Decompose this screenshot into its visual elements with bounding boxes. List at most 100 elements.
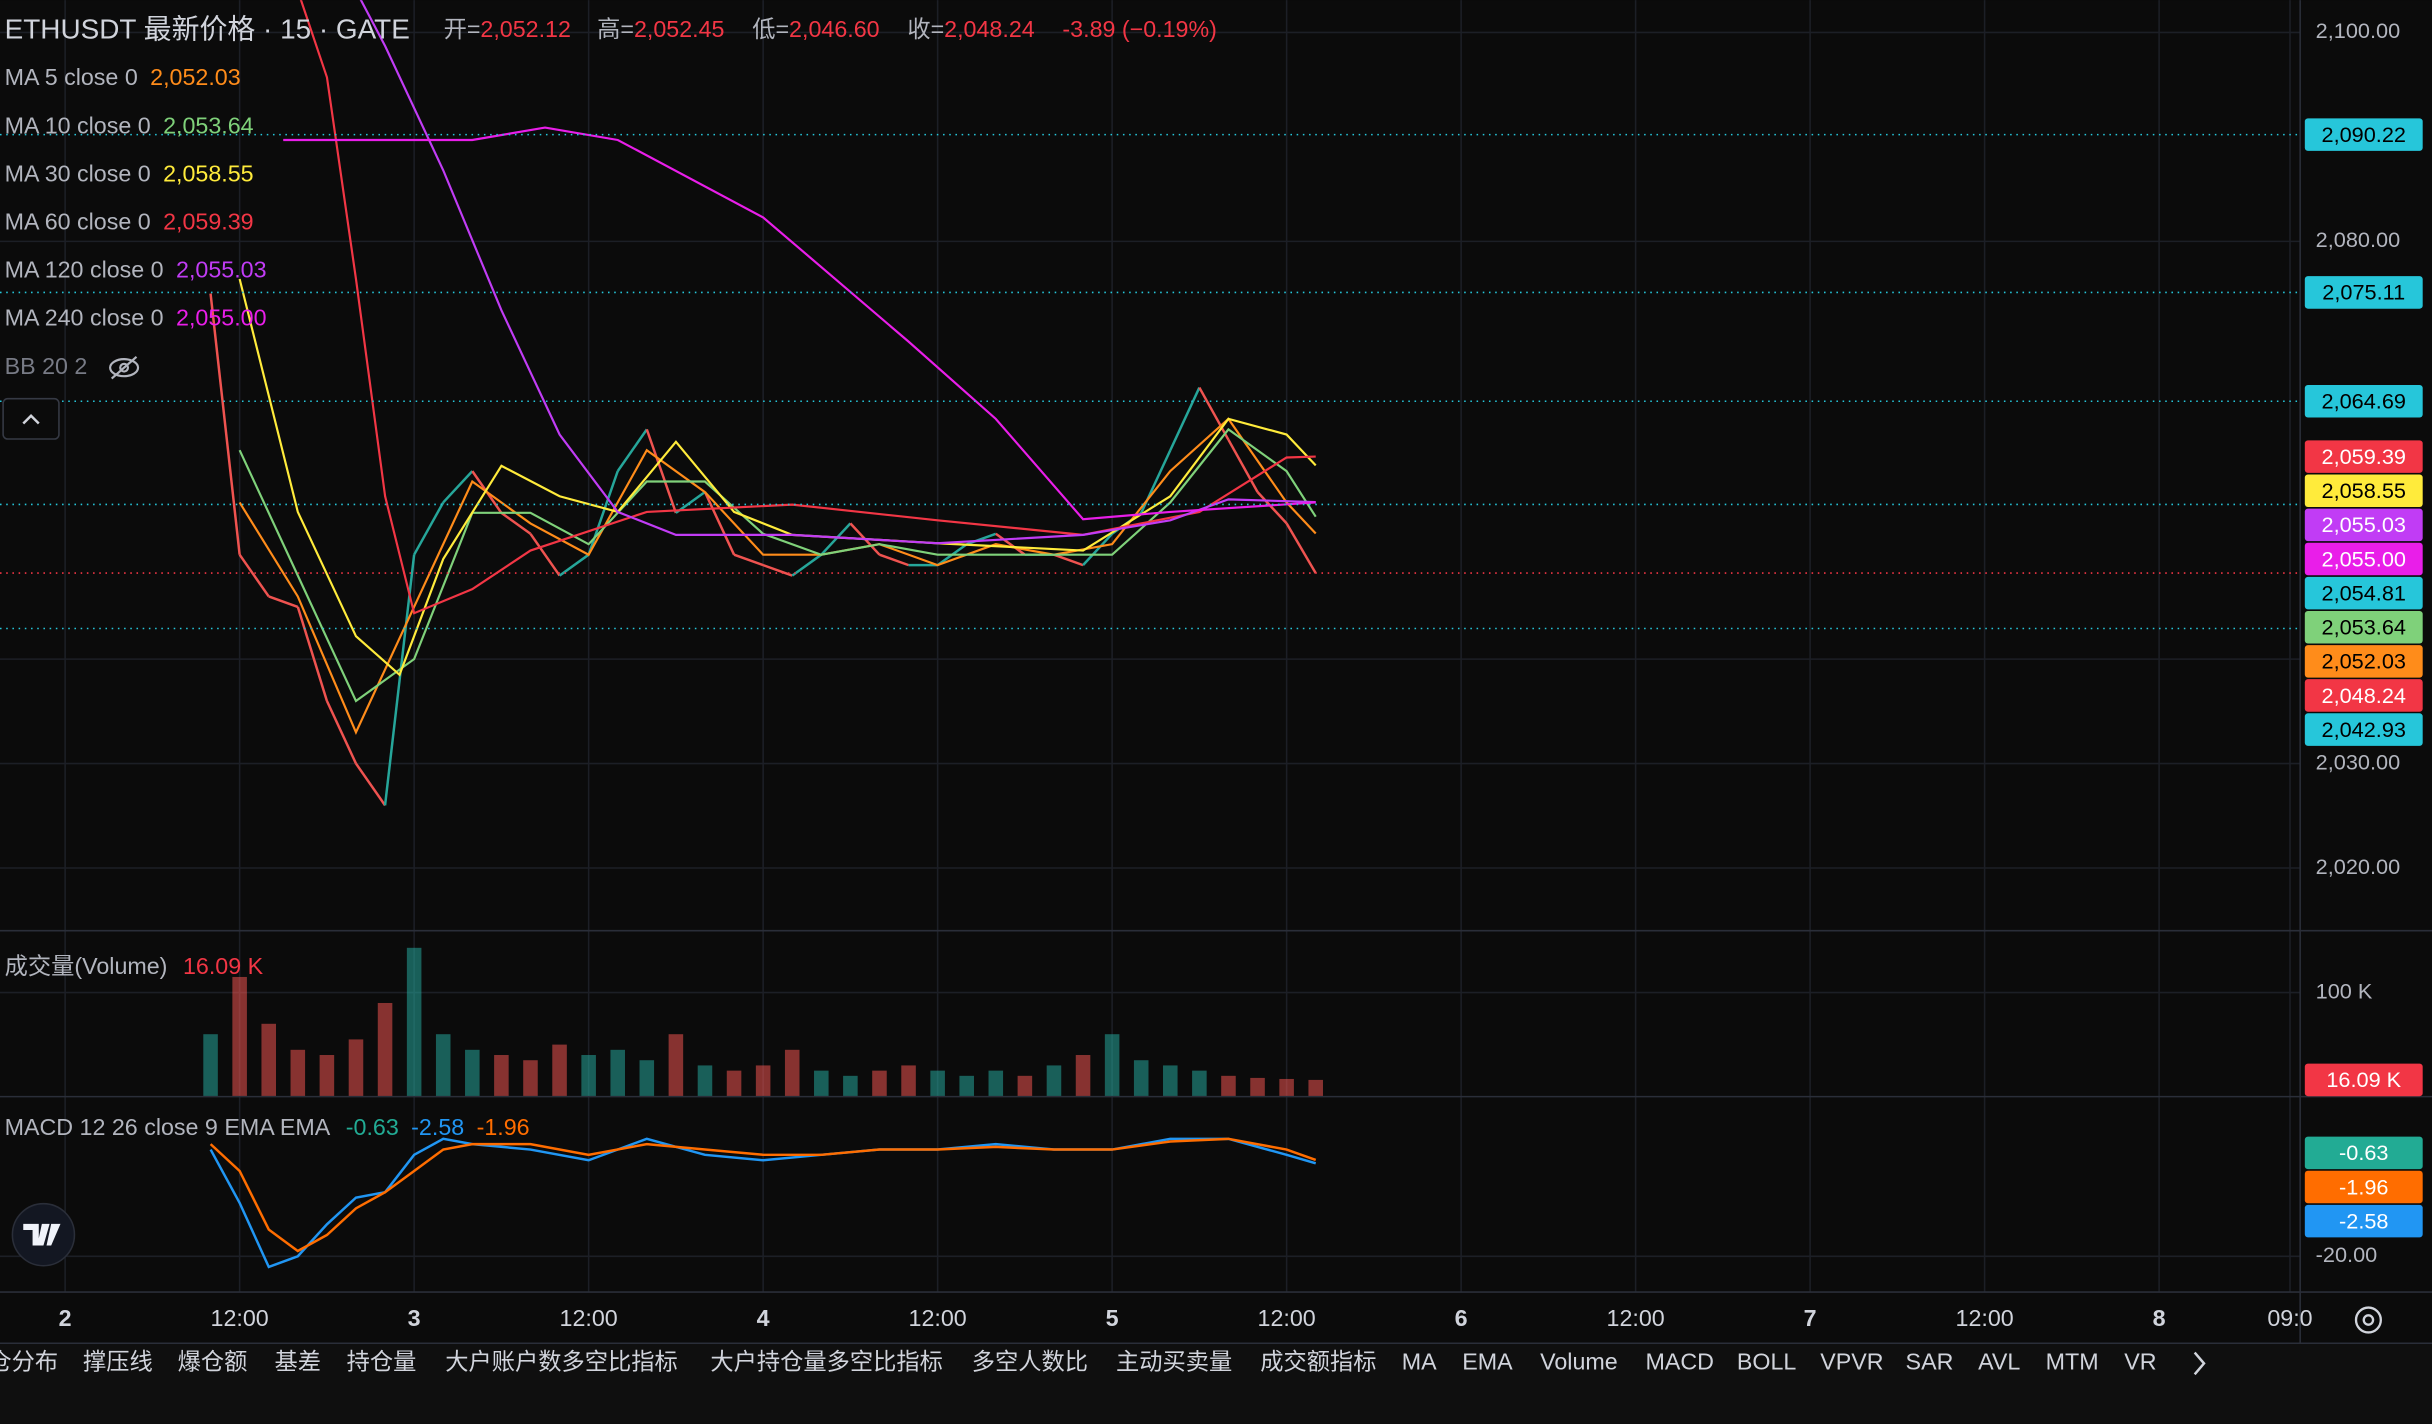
toolbar-item[interactable]: 主动买卖量 [1116, 1349, 1232, 1375]
volume-bar [1046, 1065, 1062, 1097]
volume-bar [697, 1065, 713, 1097]
collapse-button[interactable] [2, 397, 60, 440]
toolbar-item[interactable]: VPVR [1820, 1349, 1883, 1375]
toolbar-item[interactable]: Volume [1540, 1349, 1618, 1375]
toolbar-item[interactable]: 仓分布 [0, 1349, 58, 1375]
macd-name: MACD 12 26 close 9 EMA EMA [5, 1114, 331, 1140]
volume-bar [814, 1070, 829, 1097]
settings-icon[interactable] [2354, 1306, 2382, 1334]
x-tick-label: 2 [59, 1305, 72, 1331]
x-tick-label: 12:00 [909, 1305, 967, 1331]
price-badge [2304, 384, 2423, 418]
price-segment [1198, 386, 1230, 441]
x-tick-label: 12:00 [1258, 1305, 1316, 1331]
volume-bar [1075, 1055, 1091, 1097]
toolbar-item[interactable]: 多空人数比 [972, 1349, 1088, 1375]
ma-legend: MA 60 close 0 2,059.39 [5, 209, 254, 235]
toolbar-item[interactable]: 大户账户数多空比指标 [445, 1349, 678, 1375]
price-badge [2304, 645, 2423, 678]
volume-bar [1017, 1075, 1033, 1097]
toolbar-item[interactable]: AVL [1978, 1349, 2020, 1375]
low-value: 2,046.60 [789, 16, 880, 42]
price-segment [500, 511, 532, 535]
ma-value: 2,052.03 [150, 64, 241, 90]
ma-line [238, 417, 1317, 735]
macd-hist-value: -0.63 [346, 1114, 399, 1140]
toolbar-item[interactable]: VR [2124, 1349, 2156, 1375]
macd-legend: MACD 12 26 close 9 EMA EMA -0.63 -2.58 -1.9… [5, 1114, 530, 1140]
ma-legend: MA 30 close 0 2,058.55 [5, 160, 254, 186]
price-segment [733, 553, 764, 567]
price-segment [966, 532, 997, 546]
price-badge [2304, 276, 2423, 309]
volume-bar [406, 947, 422, 1097]
price-segment [587, 470, 619, 556]
price-badge-label: 2,053.64 [2322, 615, 2406, 640]
ma-line [359, 0, 1316, 545]
ma-legend: MA 240 close 0 2,055.00 [5, 305, 267, 331]
volume-bar [755, 1065, 771, 1097]
low-label: 低= [752, 16, 789, 42]
volume-bar [1308, 1079, 1323, 1097]
volume-bar [261, 1023, 276, 1097]
toolbar-more[interactable] [2193, 1351, 2206, 1376]
price-badge-label: 2,058.55 [2322, 478, 2406, 503]
toolbar-item[interactable]: MACD [1646, 1349, 1714, 1375]
price-badge [2304, 542, 2423, 576]
price-badge [2304, 440, 2423, 473]
toolbar-item[interactable]: SAR [1906, 1349, 1954, 1375]
y-tick-label: 2,020.00 [2316, 854, 2400, 879]
price-segment [268, 595, 299, 609]
volume-bar [1104, 1034, 1120, 1097]
price-segment [703, 491, 736, 556]
price-badge-label: 2,059.39 [2322, 444, 2406, 469]
toolbar-item[interactable]: 持仓量 [347, 1349, 417, 1375]
toolbar-item[interactable]: MA [1402, 1349, 1437, 1375]
price-segment [791, 553, 823, 577]
volume-bar [348, 1039, 364, 1097]
toolbar-item[interactable]: 成交额指标 [1260, 1349, 1376, 1375]
price-badge-label: -1.96 [2339, 1174, 2388, 1199]
volume-bar [668, 1034, 684, 1097]
volume-bar [1279, 1078, 1294, 1097]
x-tick-label: 6 [1455, 1305, 1468, 1331]
toolbar-item[interactable]: 大户持仓量多空比指标 [710, 1349, 943, 1375]
price-segment [558, 553, 590, 577]
price-segment [1082, 532, 1114, 566]
high-value: 2,052.45 [634, 16, 725, 42]
price-badge-label: 2,055.00 [2322, 546, 2406, 571]
volume-bar [435, 1034, 451, 1097]
ma-legend: MA 120 close 0 2,055.03 [5, 257, 267, 283]
ma-name: MA 240 close 0 [5, 305, 164, 331]
price-badge-label: 2,048.24 [2322, 683, 2406, 708]
volume-bar [988, 1070, 1004, 1097]
toolbar-item[interactable]: 爆仓额 [178, 1349, 248, 1375]
x-tick-label: 12:00 [1607, 1305, 1665, 1331]
price-segment [325, 700, 358, 765]
visibility-icon[interactable] [109, 355, 140, 380]
y-tick-label: 2,100.00 [2316, 18, 2400, 43]
volume-badge [2304, 1063, 2423, 1097]
price-segment [1256, 491, 1288, 525]
price-segment [442, 470, 474, 504]
ma-name: MA 120 close 0 [5, 257, 164, 283]
x-tick-label: 8 [2153, 1305, 2166, 1331]
ma-value: 2,055.03 [176, 257, 267, 283]
logo[interactable] [11, 1202, 76, 1267]
ma-name: MA 30 close 0 [5, 160, 151, 186]
price-badge [2304, 508, 2423, 542]
volume-bar [465, 1049, 480, 1097]
change-value: -3.89 (−0.19%) [1062, 16, 1216, 42]
toolbar-item[interactable]: 基差 [275, 1349, 322, 1375]
ma-value: 2,058.55 [163, 160, 254, 186]
ma-line [238, 278, 1317, 677]
price-badge-label: 2,075.11 [2322, 280, 2405, 305]
toolbar-item[interactable]: BOLL [1737, 1349, 1797, 1375]
volume-bar [523, 1060, 538, 1097]
toolbar-item[interactable]: 撑压线 [83, 1349, 153, 1375]
ma-value: 2,053.64 [163, 112, 254, 138]
toolbar-item[interactable]: MTM [2046, 1349, 2099, 1375]
symbol-title: ETHUSDT 最新价格 · 15 · GATE [5, 13, 410, 44]
toolbar-item[interactable]: EMA [1462, 1349, 1513, 1375]
ma-value: 2,059.39 [163, 209, 254, 235]
